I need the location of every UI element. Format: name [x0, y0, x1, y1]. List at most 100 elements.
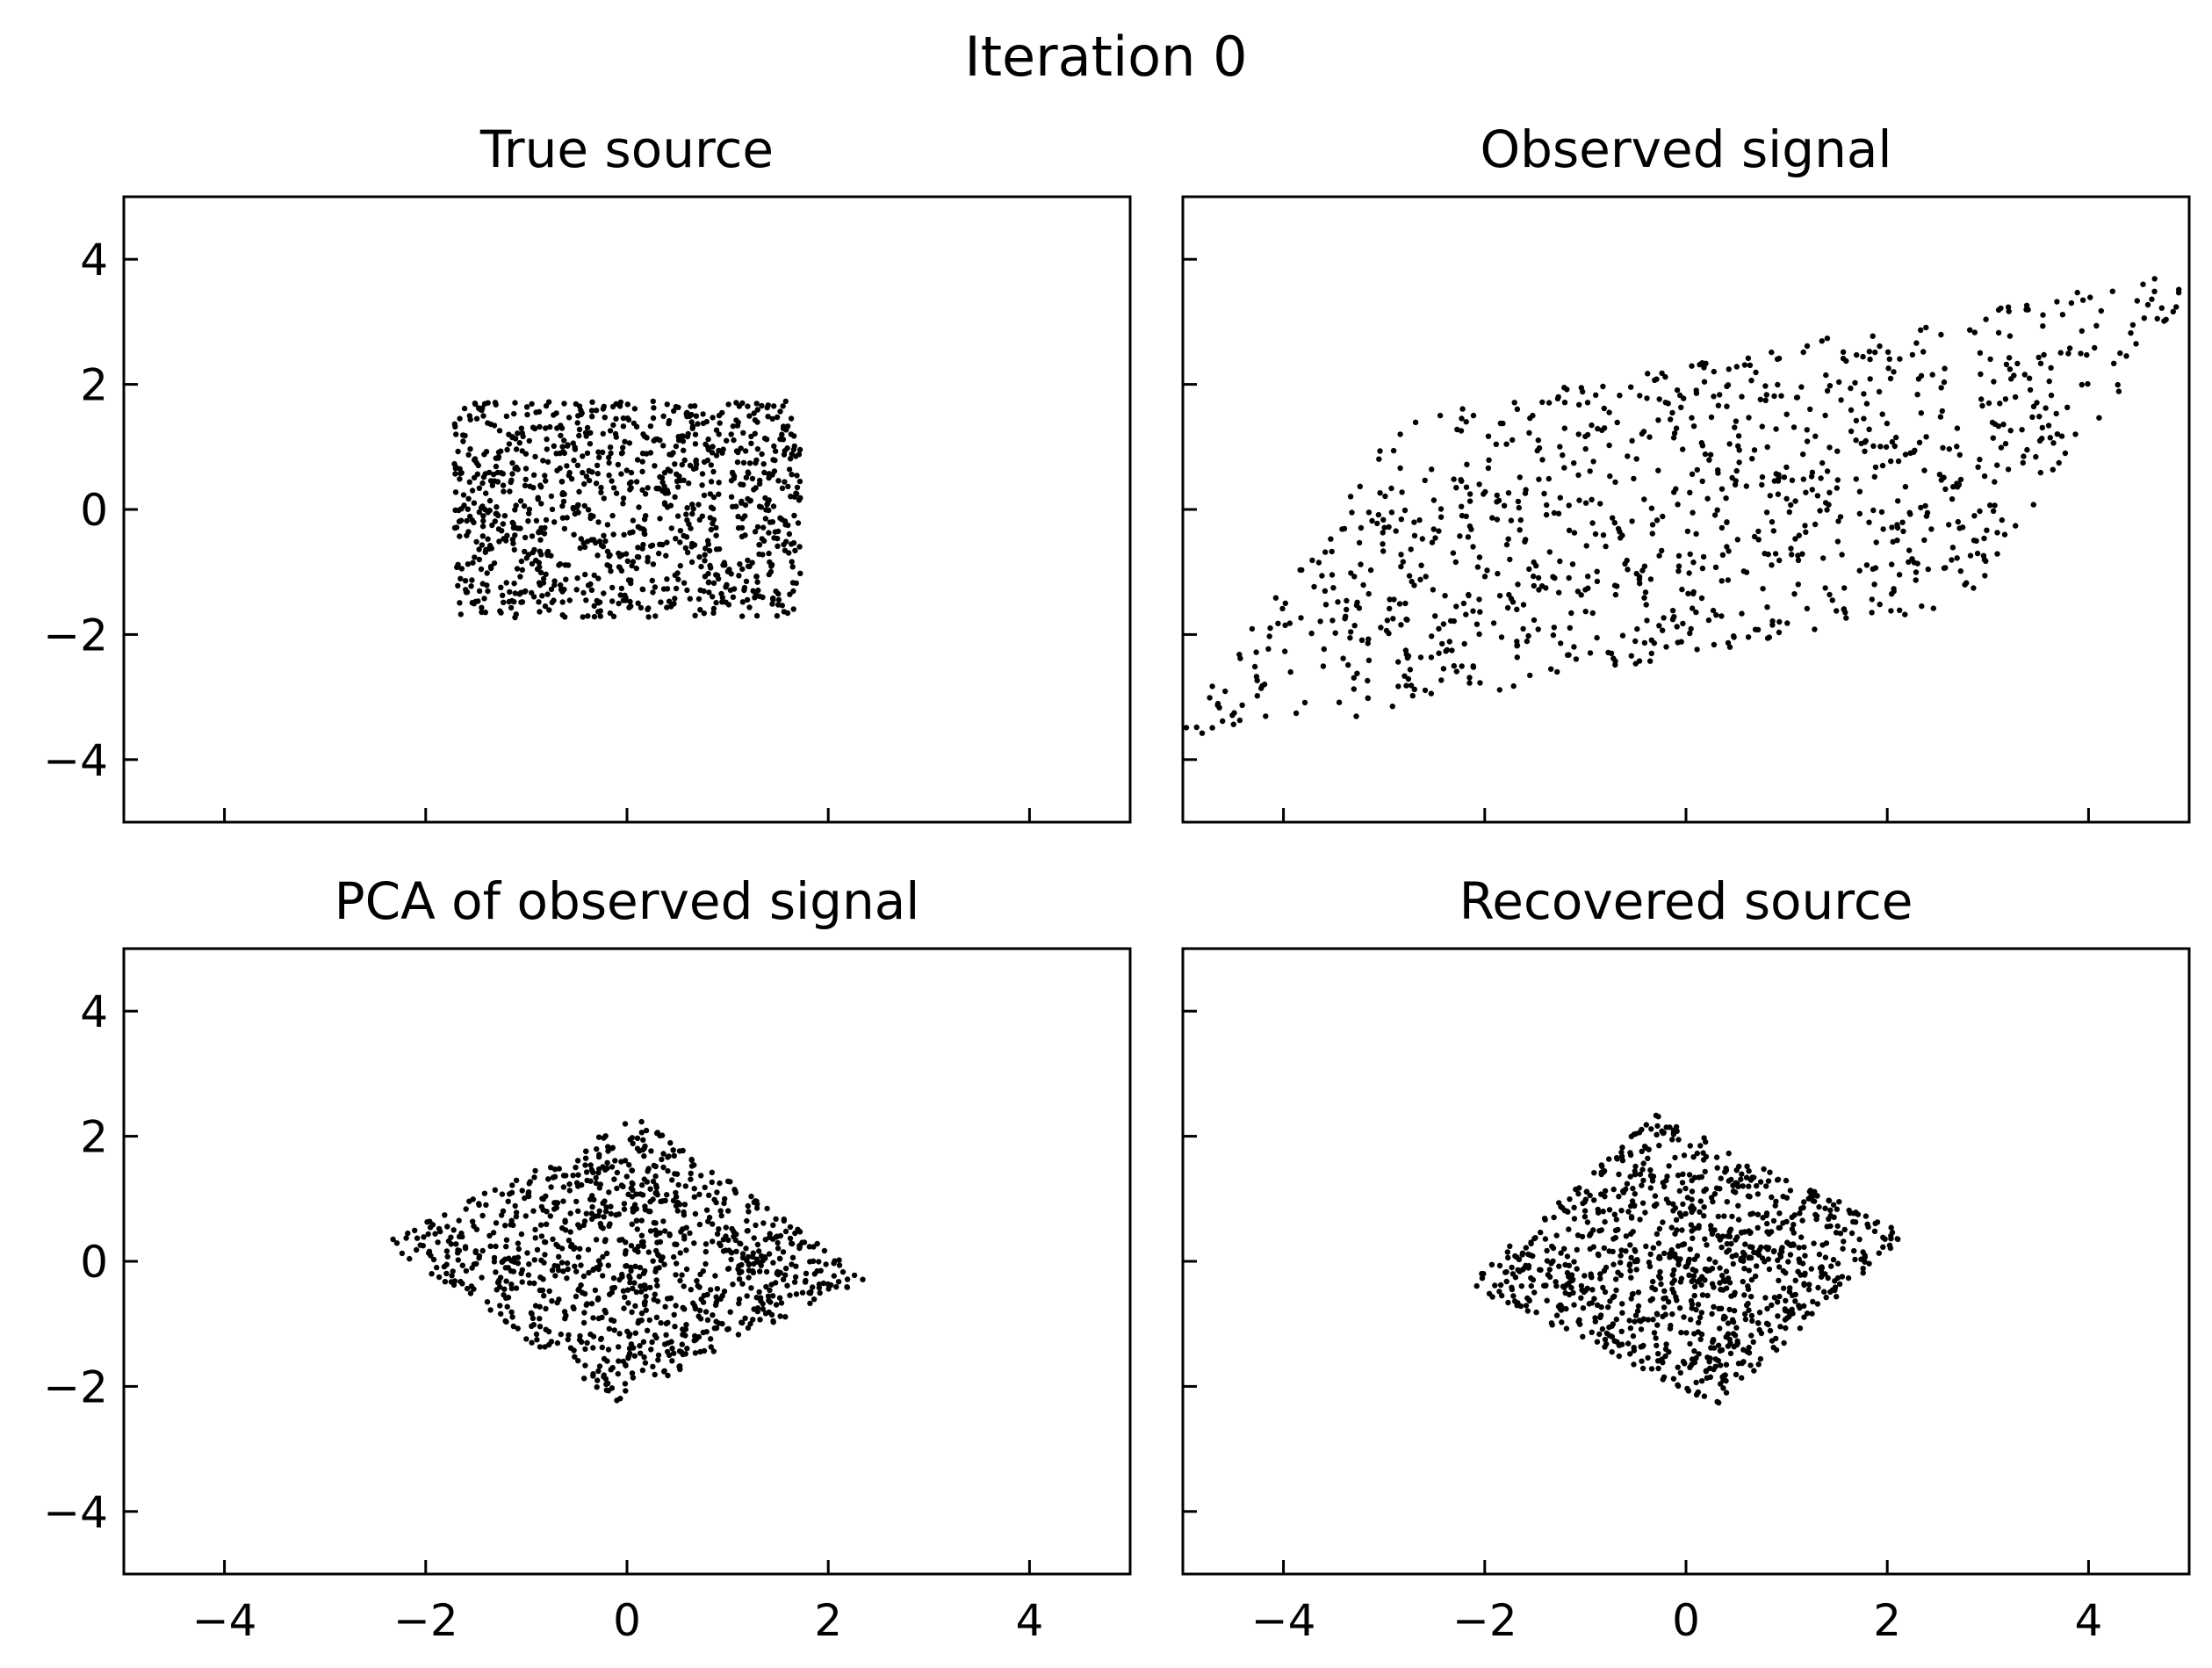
data-point	[1746, 1183, 1752, 1189]
data-point	[635, 545, 641, 551]
data-point	[542, 473, 548, 479]
scatter-points	[1183, 276, 2189, 736]
data-point	[1592, 531, 1599, 538]
data-point	[710, 444, 716, 450]
data-point	[640, 431, 646, 437]
data-point	[1516, 504, 1523, 511]
data-point	[1762, 383, 1769, 389]
data-point	[636, 1318, 642, 1324]
data-point	[2109, 288, 2115, 294]
data-point	[1377, 490, 1383, 496]
data-point	[1767, 1327, 1774, 1334]
data-point	[1568, 610, 1574, 617]
data-point	[728, 1256, 734, 1263]
data-point	[487, 1243, 494, 1250]
data-point	[1630, 1332, 1637, 1339]
data-point	[630, 420, 638, 427]
data-point	[810, 1258, 817, 1265]
data-point	[1850, 1218, 1856, 1225]
data-point	[1654, 1131, 1660, 1138]
data-point	[1810, 1298, 1816, 1305]
data-point	[1603, 1264, 1610, 1271]
data-point	[705, 444, 711, 451]
data-point	[479, 405, 486, 411]
data-point	[703, 545, 709, 552]
data-point	[1889, 438, 1896, 445]
data-point	[537, 1274, 544, 1281]
data-point	[602, 538, 609, 545]
data-point	[1744, 1348, 1750, 1354]
data-point	[1507, 556, 1513, 563]
data-point	[1396, 601, 1403, 607]
data-point	[700, 420, 707, 427]
data-point	[1992, 479, 1998, 485]
data-point	[592, 1287, 599, 1294]
data-point	[548, 1339, 555, 1345]
data-point	[1956, 525, 1963, 531]
data-point	[600, 1200, 606, 1207]
y-tick-label: −2	[43, 610, 108, 661]
data-point	[1404, 617, 1410, 623]
data-point	[1632, 1191, 1639, 1197]
data-point	[743, 474, 750, 480]
data-point	[1628, 1274, 1634, 1281]
data-point	[1254, 677, 1260, 683]
data-point	[473, 415, 480, 422]
data-point	[789, 1240, 795, 1246]
data-point	[607, 444, 614, 451]
data-point	[590, 537, 597, 543]
data-point	[1946, 522, 1952, 528]
data-point	[621, 1305, 627, 1311]
data-point	[1665, 401, 1671, 407]
scatter-points	[390, 1118, 866, 1404]
data-point	[1824, 387, 1831, 394]
data-point	[1891, 443, 1898, 450]
data-point	[600, 430, 606, 437]
data-point	[457, 466, 463, 472]
data-point	[796, 544, 803, 550]
data-point	[472, 554, 478, 560]
data-point	[641, 1153, 647, 1159]
data-point	[1697, 1336, 1704, 1343]
data-point	[1393, 528, 1399, 534]
data-point	[575, 509, 581, 516]
data-point	[661, 1368, 667, 1375]
data-point	[1736, 459, 1742, 466]
data-point	[1553, 1232, 1560, 1238]
data-point	[522, 476, 529, 482]
data-point	[712, 1273, 718, 1279]
data-point	[567, 1210, 573, 1217]
data-point	[587, 512, 594, 518]
data-point	[693, 413, 700, 419]
data-point	[2151, 288, 2158, 294]
data-point	[449, 1273, 455, 1279]
data-point	[1683, 1263, 1690, 1270]
data-point	[605, 1144, 611, 1150]
data-point	[2026, 375, 2033, 381]
data-point	[580, 1273, 587, 1280]
data-point	[1789, 477, 1796, 483]
data-point	[1738, 1176, 1744, 1182]
data-point	[628, 580, 634, 587]
data-point	[1942, 365, 1948, 372]
data-point	[1938, 477, 1944, 483]
data-point	[1261, 681, 1268, 688]
data-point	[2036, 437, 2043, 444]
data-point	[1659, 547, 1665, 554]
data-point	[606, 553, 612, 560]
data-point	[713, 1294, 719, 1300]
data-point	[1798, 1205, 1805, 1212]
data-point	[1726, 1178, 1733, 1184]
data-point	[1660, 1219, 1666, 1225]
data-point	[703, 1260, 709, 1267]
data-point	[591, 603, 597, 609]
data-point	[1520, 625, 1526, 632]
data-point	[1689, 363, 1695, 369]
data-point	[1765, 1256, 1772, 1262]
data-point	[1659, 370, 1665, 377]
data-point	[782, 547, 789, 553]
data-point	[788, 415, 795, 422]
data-point	[1725, 577, 1732, 583]
data-point	[1566, 1226, 1572, 1232]
data-point	[1523, 1262, 1529, 1269]
